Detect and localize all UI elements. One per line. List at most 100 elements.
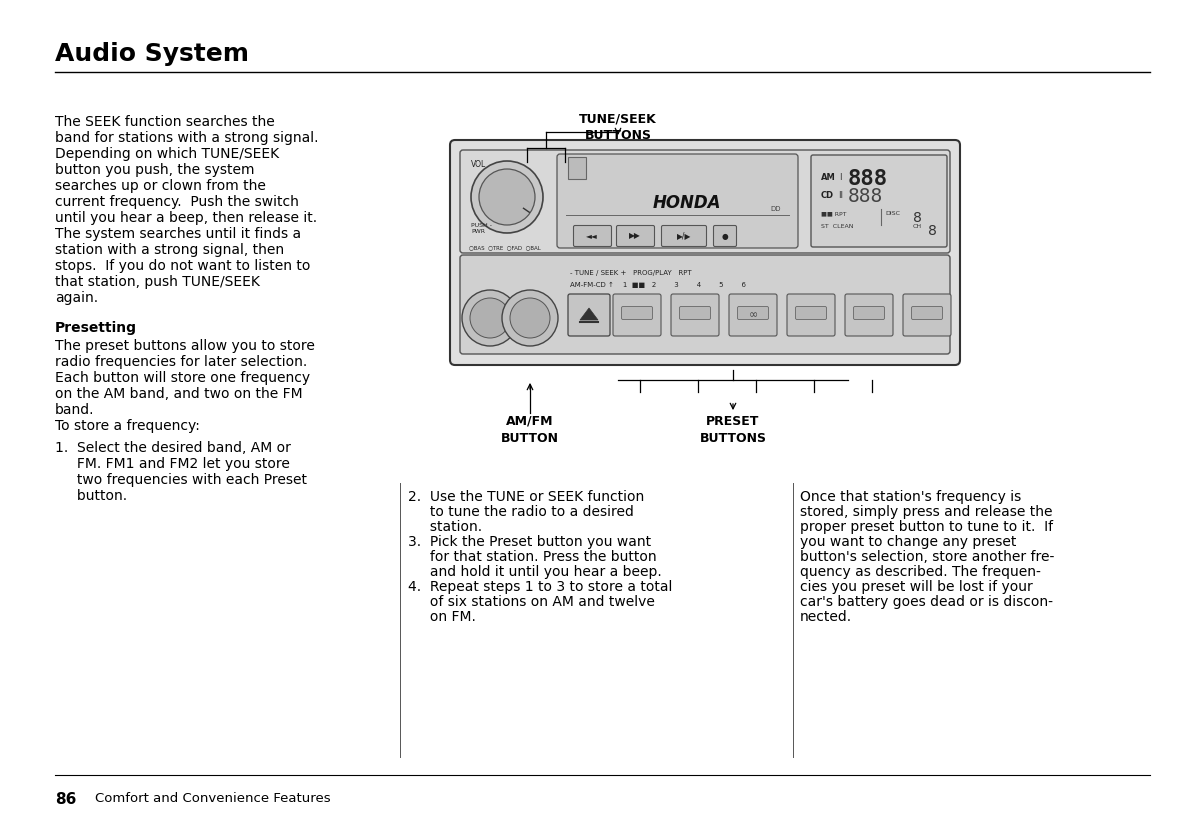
Text: PUSH -
PWR: PUSH - PWR bbox=[470, 223, 492, 234]
Text: of six stations on AM and twelve: of six stations on AM and twelve bbox=[408, 595, 655, 609]
Circle shape bbox=[510, 298, 550, 338]
Text: radio frequencies for later selection.: radio frequencies for later selection. bbox=[55, 355, 307, 369]
Text: station with a strong signal, then: station with a strong signal, then bbox=[55, 243, 284, 257]
Text: AM/FM
BUTTON: AM/FM BUTTON bbox=[502, 415, 559, 445]
FancyBboxPatch shape bbox=[460, 255, 950, 354]
Text: station.: station. bbox=[408, 520, 482, 534]
Text: FM. FM1 and FM2 let you store: FM. FM1 and FM2 let you store bbox=[55, 457, 290, 471]
FancyBboxPatch shape bbox=[787, 294, 835, 336]
FancyBboxPatch shape bbox=[912, 307, 942, 320]
FancyBboxPatch shape bbox=[738, 307, 768, 320]
FancyBboxPatch shape bbox=[617, 225, 654, 247]
Text: The system searches until it finds a: The system searches until it finds a bbox=[55, 227, 301, 241]
FancyBboxPatch shape bbox=[730, 294, 778, 336]
FancyBboxPatch shape bbox=[904, 294, 952, 336]
Text: To store a frequency:: To store a frequency: bbox=[55, 419, 200, 433]
Text: TUNE/SEEK
BUTTONS: TUNE/SEEK BUTTONS bbox=[580, 112, 656, 142]
Bar bbox=[568, 157, 586, 179]
Circle shape bbox=[479, 169, 535, 225]
Text: 2.  Use the TUNE or SEEK function: 2. Use the TUNE or SEEK function bbox=[408, 490, 644, 504]
Text: on FM.: on FM. bbox=[408, 610, 476, 624]
Text: AM: AM bbox=[821, 173, 835, 182]
Text: until you hear a beep, then release it.: until you hear a beep, then release it. bbox=[55, 211, 317, 225]
Text: PRESET
BUTTONS: PRESET BUTTONS bbox=[700, 415, 767, 445]
Text: I: I bbox=[839, 173, 841, 182]
Text: DD: DD bbox=[770, 206, 780, 212]
Circle shape bbox=[470, 161, 542, 233]
Circle shape bbox=[470, 298, 510, 338]
Text: band.: band. bbox=[55, 403, 95, 417]
FancyBboxPatch shape bbox=[714, 225, 737, 247]
Text: HONDA: HONDA bbox=[653, 194, 721, 212]
Text: ■■ RPT: ■■ RPT bbox=[821, 211, 846, 216]
Text: - TUNE / SEEK +   PROG/PLAY   RPT: - TUNE / SEEK + PROG/PLAY RPT bbox=[570, 270, 691, 276]
Text: VOL: VOL bbox=[470, 160, 486, 169]
Text: CD: CD bbox=[821, 191, 834, 200]
Text: ▶▶: ▶▶ bbox=[629, 232, 641, 241]
Text: 8: 8 bbox=[913, 211, 922, 225]
Text: quency as described. The frequen-: quency as described. The frequen- bbox=[800, 565, 1040, 579]
FancyBboxPatch shape bbox=[671, 294, 719, 336]
Text: 86: 86 bbox=[55, 792, 77, 807]
Text: two frequencies with each Preset: two frequencies with each Preset bbox=[55, 473, 307, 487]
Text: II: II bbox=[838, 191, 842, 200]
Polygon shape bbox=[580, 308, 598, 320]
Text: ○BAS  ○TRE  ○FAD  ○BAL: ○BAS ○TRE ○FAD ○BAL bbox=[469, 245, 541, 250]
Text: Each button will store one frequency: Each button will store one frequency bbox=[55, 371, 310, 385]
Text: AM-FM-CD ↑    1  ■■   2        3        4        5        6: AM-FM-CD ↑ 1 ■■ 2 3 4 5 6 bbox=[570, 282, 746, 289]
Text: stops.  If you do not want to listen to: stops. If you do not want to listen to bbox=[55, 259, 311, 273]
Text: The SEEK function searches the: The SEEK function searches the bbox=[55, 115, 275, 129]
Text: The preset buttons allow you to store: The preset buttons allow you to store bbox=[55, 339, 314, 353]
Text: button you push, the system: button you push, the system bbox=[55, 163, 254, 177]
Text: Depending on which TUNE/SEEK: Depending on which TUNE/SEEK bbox=[55, 147, 280, 161]
FancyBboxPatch shape bbox=[845, 294, 893, 336]
Text: ●: ● bbox=[721, 232, 728, 241]
Text: proper preset button to tune to it.  If: proper preset button to tune to it. If bbox=[800, 520, 1054, 534]
FancyBboxPatch shape bbox=[661, 225, 707, 247]
Text: CH: CH bbox=[913, 224, 922, 229]
Text: DISC: DISC bbox=[886, 211, 900, 216]
Circle shape bbox=[462, 290, 518, 346]
Text: band for stations with a strong signal.: band for stations with a strong signal. bbox=[55, 131, 318, 145]
FancyBboxPatch shape bbox=[796, 307, 827, 320]
Text: 8: 8 bbox=[928, 224, 937, 238]
Text: 888: 888 bbox=[848, 187, 883, 206]
Text: Presetting: Presetting bbox=[55, 321, 137, 335]
FancyBboxPatch shape bbox=[679, 307, 710, 320]
FancyBboxPatch shape bbox=[622, 307, 653, 320]
FancyBboxPatch shape bbox=[557, 154, 798, 248]
FancyBboxPatch shape bbox=[450, 140, 960, 365]
FancyBboxPatch shape bbox=[613, 294, 661, 336]
Text: on the AM band, and two on the FM: on the AM band, and two on the FM bbox=[55, 387, 302, 401]
Text: that station, push TUNE/SEEK: that station, push TUNE/SEEK bbox=[55, 275, 260, 289]
FancyBboxPatch shape bbox=[460, 150, 950, 253]
Text: you want to change any preset: you want to change any preset bbox=[800, 535, 1016, 549]
FancyBboxPatch shape bbox=[853, 307, 884, 320]
FancyBboxPatch shape bbox=[568, 294, 610, 336]
Text: button's selection, store another fre-: button's selection, store another fre- bbox=[800, 550, 1055, 564]
Text: to tune the radio to a desired: to tune the radio to a desired bbox=[408, 505, 634, 519]
Text: ◄◄: ◄◄ bbox=[586, 232, 598, 241]
Text: again.: again. bbox=[55, 291, 98, 305]
Text: Once that station's frequency is: Once that station's frequency is bbox=[800, 490, 1021, 504]
Text: 4.  Repeat steps 1 to 3 to store a total: 4. Repeat steps 1 to 3 to store a total bbox=[408, 580, 672, 594]
Text: nected.: nected. bbox=[800, 610, 852, 624]
Text: current frequency.  Push the switch: current frequency. Push the switch bbox=[55, 195, 299, 209]
Text: stored, simply press and release the: stored, simply press and release the bbox=[800, 505, 1052, 519]
Text: cies you preset will be lost if your: cies you preset will be lost if your bbox=[800, 580, 1033, 594]
Circle shape bbox=[502, 290, 558, 346]
Text: ST  CLEAN: ST CLEAN bbox=[821, 224, 853, 229]
Text: Comfort and Convenience Features: Comfort and Convenience Features bbox=[95, 792, 331, 805]
Text: searches up or clown from the: searches up or clown from the bbox=[55, 179, 266, 193]
Text: ∞: ∞ bbox=[749, 310, 757, 320]
Text: and hold it until you hear a beep.: and hold it until you hear a beep. bbox=[408, 565, 661, 579]
Text: 888: 888 bbox=[848, 169, 888, 189]
Text: button.: button. bbox=[55, 489, 127, 503]
Text: 3.  Pick the Preset button you want: 3. Pick the Preset button you want bbox=[408, 535, 652, 549]
FancyBboxPatch shape bbox=[811, 155, 947, 247]
FancyBboxPatch shape bbox=[574, 225, 612, 247]
Text: 1.  Select the desired band, AM or: 1. Select the desired band, AM or bbox=[55, 441, 290, 455]
Text: ▶/▶: ▶/▶ bbox=[677, 232, 691, 241]
Text: for that station. Press the button: for that station. Press the button bbox=[408, 550, 656, 564]
Text: car's battery goes dead or is discon-: car's battery goes dead or is discon- bbox=[800, 595, 1054, 609]
